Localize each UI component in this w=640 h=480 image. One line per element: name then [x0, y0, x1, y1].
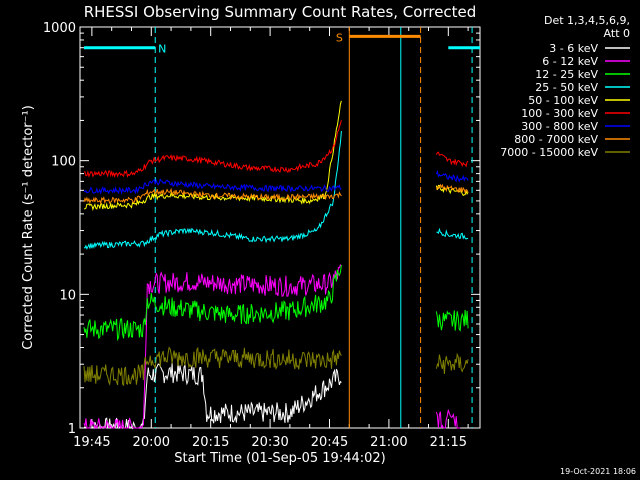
series-line [83, 346, 342, 387]
legend-entry-label: 3 - 6 keV [549, 42, 598, 55]
series-line [435, 151, 469, 168]
y-axis-label: Corrected Count Rate (s⁻¹ detector⁻¹) [21, 105, 36, 350]
series-line [83, 362, 342, 430]
series-line [435, 409, 461, 429]
series-line [83, 178, 342, 195]
x-tick-label: 20:30 [251, 435, 288, 450]
y-tick-label: 1000 [43, 21, 76, 36]
y-tick-label: 100 [51, 155, 76, 170]
legend-entry-label: 300 - 800 keV [521, 120, 598, 133]
legend-header: Det 1,3,4,5,6,9, [544, 14, 630, 27]
y-tick-label: 10 [59, 288, 76, 303]
legend-entry-label: 800 - 7000 keV [514, 133, 598, 146]
x-tick-label: 21:00 [370, 435, 407, 450]
x-tick-label: 20:45 [311, 435, 348, 450]
series-line [83, 264, 342, 430]
series-line [83, 265, 342, 342]
series-line [83, 187, 342, 205]
legend-entry-label: 12 - 25 keV [535, 68, 598, 81]
annotation-label: N [158, 43, 166, 56]
plot-frame [79, 26, 481, 429]
x-tick-label: 19:45 [73, 435, 110, 450]
legend-entry-label: 100 - 300 keV [521, 107, 598, 120]
annotation-label: S [336, 31, 343, 44]
x-tick-label: 20:15 [192, 435, 229, 450]
series-line [435, 309, 469, 332]
series-line [83, 130, 342, 250]
legend-entry-label: 25 - 50 keV [535, 81, 598, 94]
legend-entry-label: 50 - 100 keV [528, 94, 598, 107]
y-tick-label: 1 [68, 422, 76, 437]
series-line [435, 352, 469, 375]
timestamp: 19-Oct-2021 18:06 [560, 467, 636, 476]
x-tick-label: 20:00 [133, 435, 170, 450]
chart-title: RHESSI Observing Summary Count Rates, Co… [84, 3, 477, 21]
x-tick-label: 21:15 [430, 435, 467, 450]
x-axis-label: Start Time (01-Sep-05 19:44:02) [174, 451, 385, 466]
series-line [435, 169, 469, 183]
series-line [435, 183, 469, 194]
legend-entry-label: 6 - 12 keV [542, 55, 598, 68]
legend-entry-label: 7000 - 15000 keV [500, 146, 598, 159]
series-line [83, 120, 342, 179]
series-line [436, 227, 469, 240]
legend-header: Att 0 [604, 27, 630, 40]
series-line [83, 100, 342, 211]
